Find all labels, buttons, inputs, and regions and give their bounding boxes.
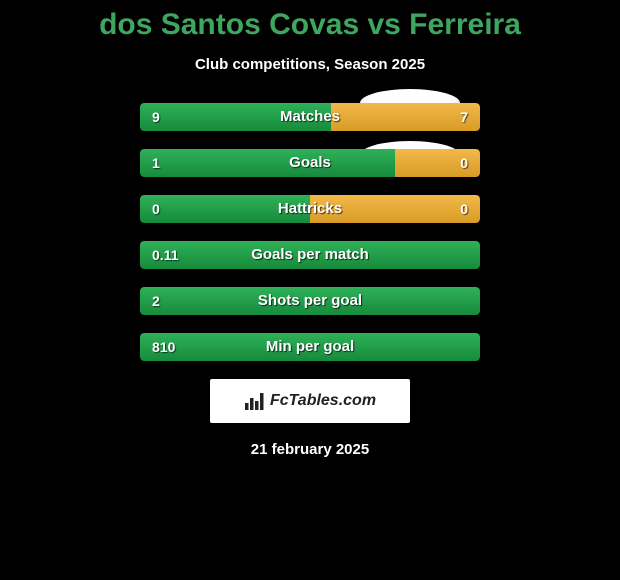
bar-left [140,241,480,269]
bar-right [310,195,480,223]
stat-row-goals-per-match: 0.11Goals per match [140,241,480,269]
bar-left [140,195,310,223]
stat-row-goals: 10Goals [140,149,480,177]
bar-left [140,149,395,177]
stat-row-min-per-goal: 810Min per goal [140,333,480,361]
subtitle: Club competitions, Season 2025 [0,56,620,73]
bar-left [140,103,331,131]
stat-row-hattricks: 00Hattricks [140,195,480,223]
comparison-bars: ★ ★ ★ ACF CHAPECOENSE 97Matches10Goals00… [0,103,620,361]
fctables-logo: FcTables.com [210,379,410,423]
fctables-text: FcTables.com [270,392,376,410]
page-title: dos Santos Covas vs Ferreira [0,0,620,42]
bar-left [140,287,480,315]
bar-right [395,149,480,177]
stat-row-matches: 97Matches [140,103,480,131]
date: 21 february 2025 [0,441,620,458]
stat-row-shots-per-goal: 2Shots per goal [140,287,480,315]
fctables-bars-icon [244,390,266,412]
bar-left [140,333,480,361]
bar-right [331,103,480,131]
